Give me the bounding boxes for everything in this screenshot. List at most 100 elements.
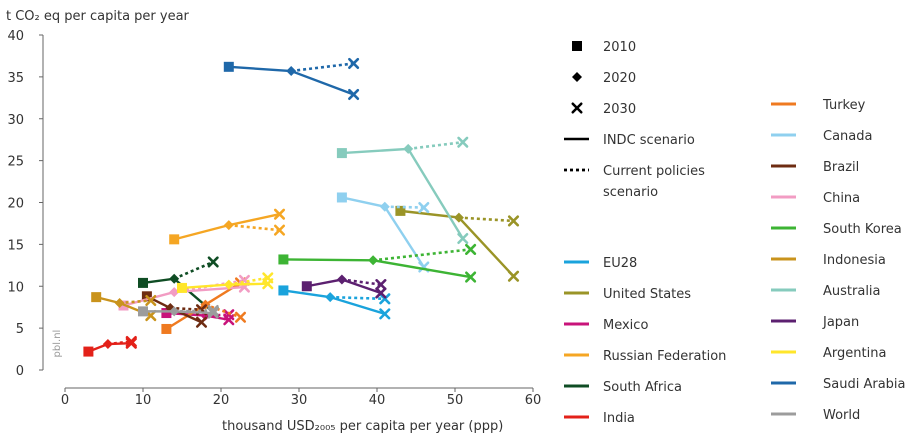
point-2020 xyxy=(336,274,347,285)
y-tick-label: 25 xyxy=(7,155,24,170)
legend-label-china: China xyxy=(823,191,860,206)
current-policies-line xyxy=(384,205,424,209)
point-2010 xyxy=(161,308,172,319)
point-2010 xyxy=(278,285,289,296)
series-saudi-arabia xyxy=(223,57,360,101)
point-2030-current-policies xyxy=(418,201,430,214)
current-policies-line xyxy=(107,340,132,346)
current-policies-line xyxy=(228,223,280,232)
legend-label-mexico: Mexico xyxy=(603,318,648,333)
x-tick-label: 30 xyxy=(291,393,308,408)
point-2020 xyxy=(325,292,336,303)
legend-label-argentina: Argentina xyxy=(823,346,886,361)
legend-marker-label: 2010 xyxy=(603,40,636,55)
point-2010 xyxy=(177,282,187,293)
point-2030-indc xyxy=(348,88,360,101)
point-2030-current-policies xyxy=(223,309,235,321)
legend-marker-2010 xyxy=(572,41,582,51)
series-australia xyxy=(336,136,469,245)
current-policies-line xyxy=(458,216,514,223)
point-2010 xyxy=(83,346,94,357)
series-south-korea xyxy=(278,243,477,283)
series-world xyxy=(138,304,219,319)
point-2020 xyxy=(368,255,379,266)
legend-label-world: World xyxy=(823,408,860,423)
x-tick-label: 50 xyxy=(447,393,464,408)
legend: 2010 2020 2030 INDC scenario Current policie… xyxy=(564,40,906,426)
indc-line xyxy=(283,289,386,316)
point-2030-current-policies xyxy=(348,57,360,70)
point-2020 xyxy=(403,143,414,154)
y-tick-label: 15 xyxy=(7,238,24,253)
x-tick-label: 40 xyxy=(369,393,386,408)
legend-label-russian-federation: Russian Federation xyxy=(603,349,726,364)
point-2030-current-policies xyxy=(145,294,157,307)
current-policies-line xyxy=(372,248,471,262)
point-2030-indc xyxy=(195,316,208,328)
point-2020 xyxy=(169,306,180,317)
point-2030-current-policies xyxy=(465,243,477,255)
current-policies-line xyxy=(119,299,151,305)
current-policies-line xyxy=(341,278,382,286)
point-2020 xyxy=(223,220,234,231)
point-2010 xyxy=(336,148,347,159)
legend-marker-2030 xyxy=(571,102,583,114)
legend-label-eu28: EU28 xyxy=(603,256,637,271)
y-axis-title: t CO₂ eq per capita per year xyxy=(6,9,190,24)
x-tick-label: 10 xyxy=(135,393,152,408)
current-policies-line xyxy=(228,276,269,286)
legend-label-south-africa: South Africa xyxy=(603,380,682,395)
y-tick-label: 40 xyxy=(7,29,24,44)
legend-label-brazil: Brazil xyxy=(823,160,859,175)
point-2030-indc xyxy=(207,307,219,319)
series-united-states xyxy=(395,205,520,282)
y-tick-label: 30 xyxy=(7,113,24,128)
series-russian-federation xyxy=(169,208,286,245)
point-2010 xyxy=(223,61,234,72)
point-2020 xyxy=(453,212,464,223)
series-japan xyxy=(301,274,387,299)
y-tick-label: 5 xyxy=(16,322,24,337)
series-argentina xyxy=(177,272,274,293)
point-2030-indc xyxy=(379,308,391,320)
axes: 0 5 10 15 20 25 30 35 40 0 10 20 30 40 50 60 t CO₂ eq pe… xyxy=(6,9,541,434)
current-policies-line xyxy=(173,260,214,280)
point-2020 xyxy=(286,66,297,77)
legend-label-australia: Australia xyxy=(823,284,881,299)
y-tick-label: 20 xyxy=(7,197,24,212)
point-2030-current-policies xyxy=(207,304,219,317)
point-2030-indc xyxy=(465,271,477,283)
legend-marker-label: 2020 xyxy=(603,71,636,86)
legend-label-united-states: United States xyxy=(603,287,691,302)
point-2010 xyxy=(395,205,406,216)
legend-label-south-korea: South Korea xyxy=(823,222,902,237)
legend-marker-2020 xyxy=(572,72,582,82)
point-2030-current-policies xyxy=(262,272,274,284)
point-2010 xyxy=(169,234,180,245)
y-tick-label: 0 xyxy=(16,364,24,379)
y-tick-label: 10 xyxy=(7,280,24,295)
indc-line xyxy=(341,147,464,240)
point-2020 xyxy=(169,287,180,298)
point-2010 xyxy=(91,292,102,303)
watermark: pbl.nl xyxy=(52,330,63,358)
plot-area xyxy=(83,57,520,357)
legend-label-japan: Japan xyxy=(822,315,859,330)
point-2030-indc xyxy=(507,270,520,282)
legend-label-saudi-arabia: Saudi Arabia xyxy=(823,377,906,392)
point-2030-current-policies xyxy=(273,224,286,236)
point-2010 xyxy=(301,281,312,292)
indc-line xyxy=(283,258,471,279)
current-policies-line xyxy=(291,62,354,73)
current-policies-line xyxy=(408,140,463,151)
point-2030-current-policies xyxy=(234,311,247,323)
point-2030-indc xyxy=(375,287,387,299)
legend-dotted-label: Current policies scenario xyxy=(603,164,705,200)
point-2010 xyxy=(278,254,289,265)
point-2010 xyxy=(161,323,172,334)
legend-label-india: India xyxy=(603,411,635,426)
series-canada xyxy=(336,192,430,273)
point-2020 xyxy=(102,339,113,350)
point-2020 xyxy=(223,279,234,290)
